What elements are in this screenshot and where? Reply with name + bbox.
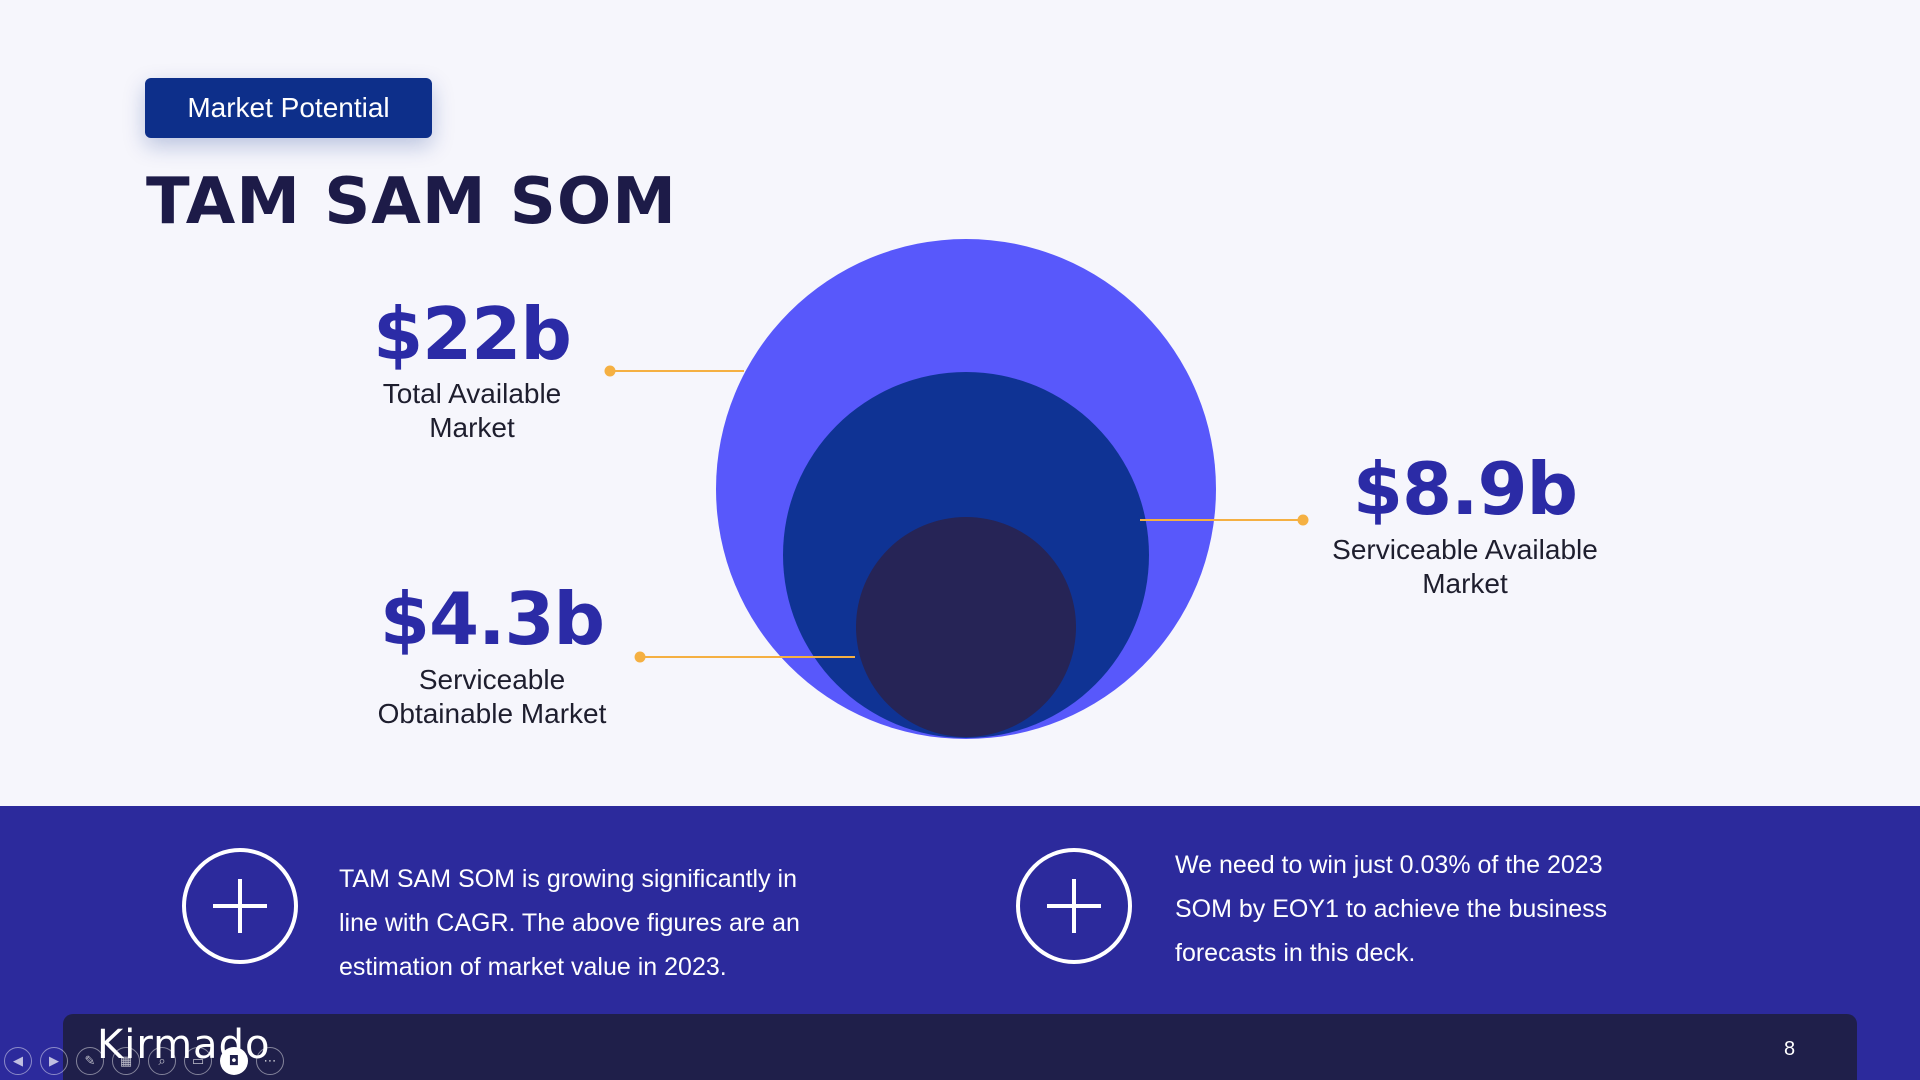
tam-label: Total Available Market xyxy=(382,378,562,443)
som-value: $4.3b xyxy=(379,577,605,661)
som-leader-dot xyxy=(634,651,646,663)
sam-label: Serviceable Available Market xyxy=(1332,534,1598,599)
section-tag: Market Potential xyxy=(145,78,432,138)
zoom-icon[interactable]: ⌕ xyxy=(148,1047,176,1075)
som-label: Serviceable Obtainable Market xyxy=(377,664,607,729)
som-circle xyxy=(856,517,1076,737)
subtitles-icon[interactable]: ▭ xyxy=(184,1047,212,1075)
slides-grid-icon[interactable]: ▦ xyxy=(112,1047,140,1075)
pen-icon[interactable]: ✎ xyxy=(76,1047,104,1075)
camera-icon[interactable]: ◘ xyxy=(220,1047,248,1075)
plus-icon xyxy=(182,848,298,964)
next-icon[interactable]: ▶ xyxy=(40,1047,68,1075)
sam-leader-dot xyxy=(1297,514,1309,526)
footer-bar xyxy=(63,1014,1857,1080)
previous-icon[interactable]: ◀ xyxy=(4,1047,32,1075)
note-target: We need to win just 0.03% of the 2023 SO… xyxy=(1175,851,1608,967)
tam-value: $22b xyxy=(373,292,572,376)
more-icon[interactable]: ⋯ xyxy=(256,1047,284,1075)
slideshow-toolbar: ◀ ▶ ✎ ▦ ⌕ ▭ ◘ ⋯ xyxy=(4,1047,284,1075)
market-circles-diagram xyxy=(604,239,1309,739)
page-number: 8 xyxy=(1784,1038,1796,1060)
slide-title: TAM SAM SOM xyxy=(146,165,677,239)
tam-leader-dot xyxy=(604,365,616,377)
plus-icon xyxy=(1016,848,1132,964)
sam-value: $8.9b xyxy=(1352,447,1578,531)
note-growth: TAM SAM SOM is growing significantly in … xyxy=(339,865,800,981)
